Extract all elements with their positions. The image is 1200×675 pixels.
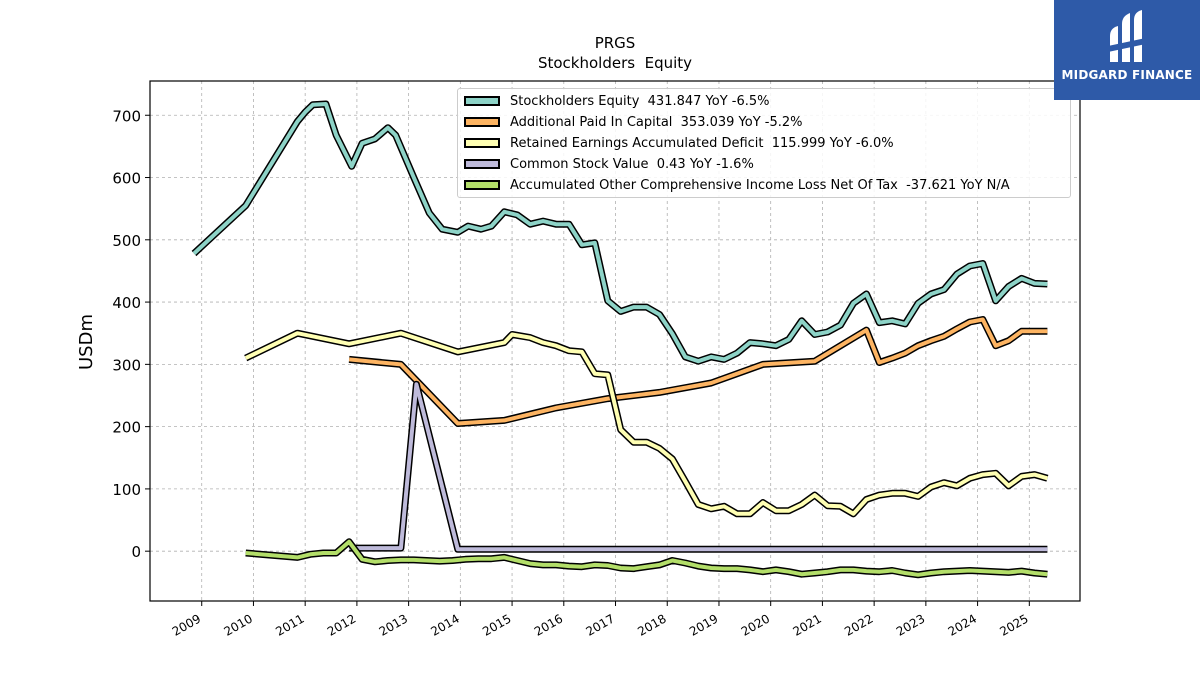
logo-text: MIDGARD FINANCE [1061,68,1193,82]
x-tick-label: 2015 [480,611,513,638]
series-lines [191,100,1049,579]
x-tick-label: 2022 [842,611,875,638]
series-line-4 [245,539,1048,577]
legend-label: Accumulated Other Comprehensive Income L… [510,177,1010,193]
legend-swatch [464,117,500,127]
x-tick-label: 2012 [325,611,358,638]
legend-label: Additional Paid In Capital 353.039 YoY -… [510,114,803,130]
chart-subtitle: Stockholders Equity [538,54,692,72]
y-tick-label: 100 [112,481,141,499]
legend-swatch [464,96,500,106]
x-tick-label: 2023 [894,611,927,638]
logo-mark-icon [1108,10,1146,62]
legend-swatch [464,159,500,169]
x-tick-label: 2013 [377,611,410,638]
legend-item-common-stock-value: Common Stock Value 0.43 YoY -1.6% [464,154,754,174]
x-tick-label: 2025 [997,611,1030,638]
x-tick-label: 2011 [273,611,306,638]
x-tick-label: 2018 [635,611,668,638]
legend-swatch [464,138,500,148]
plot-frame [149,80,1081,602]
legend: Stockholders Equity 431.847 YoY -6.5% Ad… [457,88,1071,198]
legend-label: Stockholders Equity 431.847 YoY -6.5% [510,93,770,109]
x-tick-label: 2021 [790,611,823,638]
series-outline-3 [349,380,1048,553]
legend-item-additional-paid-in-capital: Additional Paid In Capital 353.039 YoY -… [464,112,803,132]
legend-label: Retained Earnings Accumulated Deficit 11… [510,135,894,151]
y-tick-label: 200 [112,419,141,437]
legend-label: Common Stock Value 0.43 YoY -1.6% [510,156,754,172]
y-tick-label: 0 [131,543,141,561]
chart-title: PRGS [595,34,636,52]
y-tick-label: 300 [112,356,141,374]
y-tick-label: 400 [112,294,141,312]
series-line-1 [348,317,1048,426]
series-line-2 [244,331,1048,516]
x-tick-label: 2014 [428,611,461,638]
y-tick-label: 500 [112,232,141,250]
series-line-3 [349,382,1048,552]
y-tick-label: 700 [112,107,141,125]
x-tick-label: 2020 [739,611,772,638]
x-tick-label: 2009 [170,611,203,638]
legend-item-stockholders-equity: Stockholders Equity 431.847 YoY -6.5% [464,91,770,111]
x-tick-label: 2024 [946,611,979,638]
legend-item-retained-earnings: Retained Earnings Accumulated Deficit 11… [464,133,894,153]
x-tick-label: 2019 [687,611,720,638]
y-axis-label: USDm [76,314,97,370]
series-line-0 [192,102,1048,364]
x-tick-label: 2010 [221,611,254,638]
x-tick-label: 2016 [532,611,565,638]
y-tick-label: 600 [112,170,141,188]
legend-item-accumulated-oci: Accumulated Other Comprehensive Income L… [464,175,1010,195]
legend-swatch [464,180,500,190]
x-tick-label: 2017 [584,611,617,638]
brand-logo: MIDGARD FINANCE [1054,0,1200,100]
